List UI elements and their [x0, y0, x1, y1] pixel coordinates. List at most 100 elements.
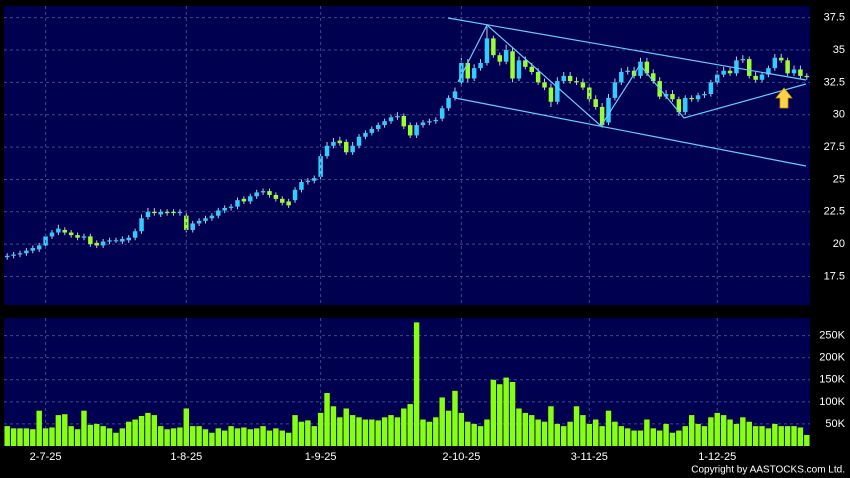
candle-body: [414, 125, 419, 136]
candle-body: [465, 62, 471, 79]
volume-bar: [324, 393, 330, 446]
volume-bar: [158, 426, 164, 446]
volume-bar: [196, 426, 202, 446]
volume-bar: [765, 428, 772, 446]
candle-body: [676, 99, 682, 113]
candle-body: [132, 231, 138, 238]
y-tick-label: 25: [833, 173, 845, 185]
volume-bar: [356, 417, 362, 446]
volume-bar: [349, 415, 356, 446]
candle-body: [216, 210, 221, 216]
arrow-icon: [775, 87, 793, 109]
candle-body: [100, 241, 106, 246]
candle-body: [599, 106, 605, 126]
volume-bar: [337, 417, 343, 446]
volume-bar: [388, 415, 394, 446]
candle-body: [305, 180, 311, 183]
candle-body: [68, 232, 74, 236]
candle-body: [427, 121, 432, 123]
candle-body: [721, 70, 726, 75]
volume-bar: [343, 408, 349, 446]
volume-bar: [23, 428, 30, 446]
candle-body: [113, 240, 119, 242]
candle-body: [107, 240, 112, 242]
volume-bar: [106, 428, 113, 446]
volume-bar: [285, 432, 292, 446]
candle-body: [548, 87, 554, 102]
candle-body: [523, 60, 528, 67]
candle-body: [804, 75, 810, 78]
volume-bar: [279, 430, 285, 446]
candle-body: [363, 132, 368, 137]
candle-body: [734, 60, 739, 74]
candle-body: [388, 117, 394, 122]
volume-bar: [132, 419, 138, 446]
candle-body: [478, 62, 483, 69]
y-tick-label: 250K: [819, 330, 845, 342]
candle-body: [785, 60, 790, 74]
volume-bar: [439, 397, 445, 446]
y-tick-label: 150K: [819, 374, 845, 386]
y-tick-label: 35: [833, 44, 845, 56]
candle-body: [612, 82, 618, 98]
volume-bar: [292, 415, 298, 446]
candle-body: [11, 254, 16, 256]
volume-bar: [126, 421, 132, 446]
candle-body: [241, 198, 247, 202]
volume-bar: [804, 434, 810, 446]
candle-body: [407, 125, 413, 136]
volume-bar: [317, 412, 324, 446]
volume-bar: [561, 426, 567, 446]
x-tick-label: 1-9-25: [305, 451, 337, 463]
candle-body: [75, 235, 80, 238]
price-panel: [4, 6, 810, 305]
volume-bar: [548, 406, 554, 446]
candle-body: [516, 60, 522, 79]
volume-panel: [4, 318, 810, 446]
volume-bar: [484, 419, 490, 446]
volume-bar: [266, 430, 273, 446]
volume-bar: [401, 408, 407, 446]
candle-body: [439, 108, 445, 119]
candle-body: [17, 253, 23, 255]
volume-bar: [541, 421, 548, 446]
volume-bar: [369, 419, 375, 446]
candle-body: [587, 87, 592, 100]
volume-bar: [170, 428, 177, 446]
volume-bar: [605, 410, 612, 446]
volume-bar: [682, 426, 688, 446]
volume-bar: [631, 430, 637, 446]
y-tick-label: 27.5: [824, 141, 845, 153]
volume-bar: [375, 420, 381, 446]
volume-bar: [62, 414, 68, 446]
candle-body: [337, 140, 343, 144]
candle-body: [638, 61, 643, 76]
candle-body: [791, 69, 797, 74]
candle-body: [318, 156, 323, 177]
candle-body: [299, 182, 304, 190]
candle-body: [286, 201, 291, 206]
volume-bar: [465, 421, 471, 446]
volume-bar: [68, 426, 74, 446]
candle-body: [772, 57, 778, 69]
y-tick-label: 22.5: [824, 206, 845, 218]
volume-bar: [752, 426, 759, 446]
candle-body: [746, 59, 752, 76]
volume-bar: [669, 432, 676, 446]
candle-body: [778, 57, 784, 61]
candle-body: [535, 72, 541, 83]
volume-bar: [778, 426, 784, 446]
volume-bar: [663, 423, 669, 446]
candle-body: [606, 97, 611, 123]
volume-bar: [471, 423, 477, 446]
candle-body: [619, 72, 624, 83]
candle-body: [375, 125, 381, 129]
volume-bar: [612, 421, 618, 446]
volume-bar: [305, 420, 311, 446]
candle-body: [433, 119, 439, 122]
volume-bar: [215, 428, 222, 446]
zigzag-line: [457, 24, 807, 127]
volume-bar: [452, 390, 458, 446]
volume-bar: [797, 427, 804, 446]
candle-body: [580, 82, 586, 88]
